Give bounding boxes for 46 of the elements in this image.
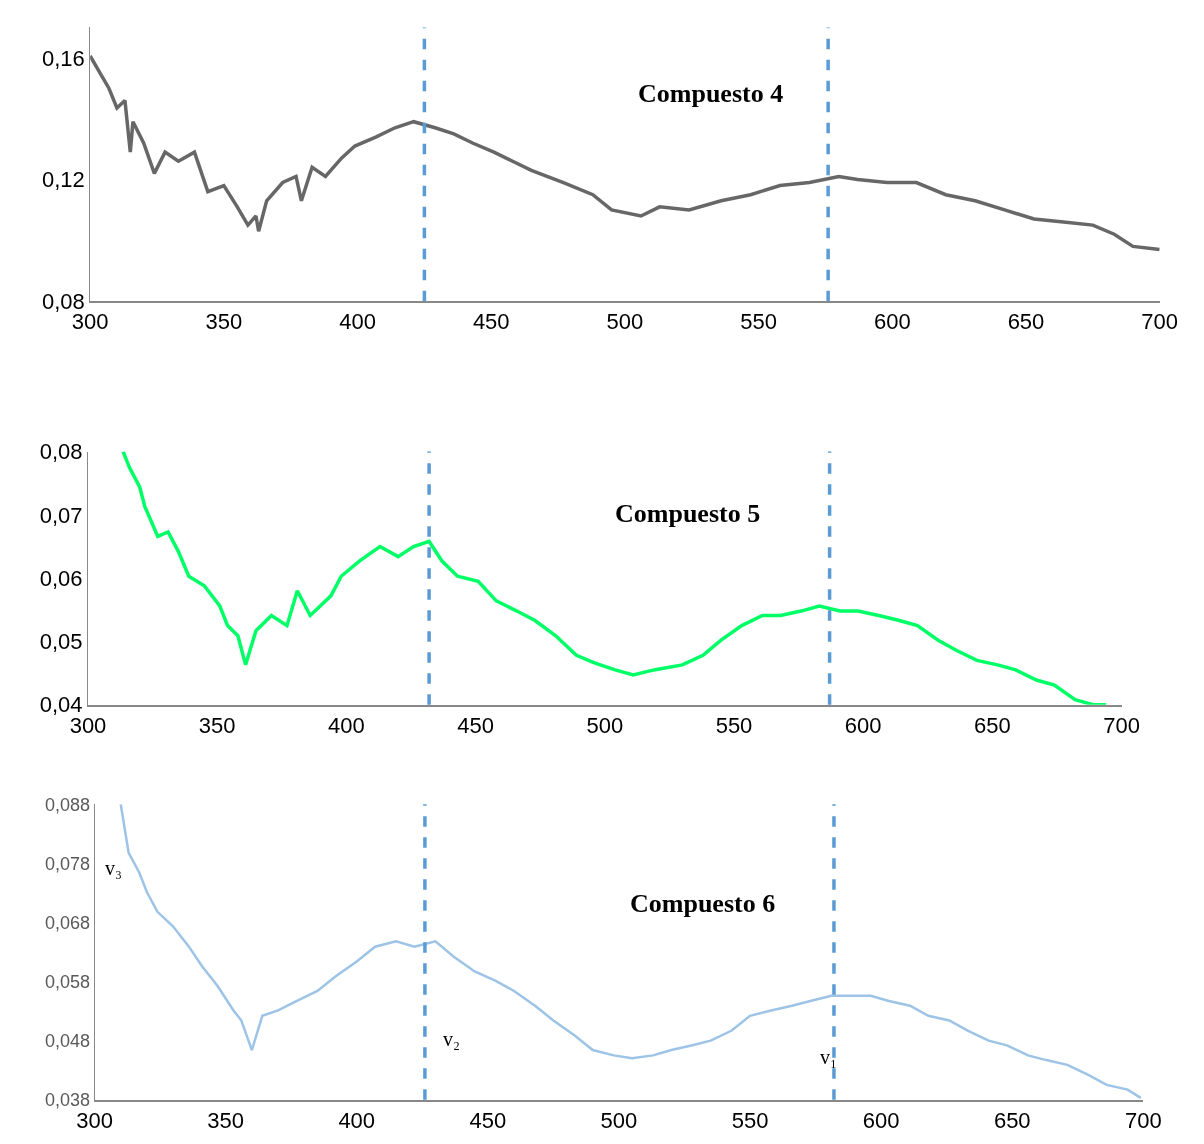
x-tick-label: 700: [1141, 309, 1179, 335]
y-tick-label: 0,058: [44, 971, 90, 992]
y-tick-label: 0,068: [44, 912, 90, 933]
annotation: v₃: [105, 857, 122, 879]
x-tick-label: 400: [328, 712, 365, 738]
x-tick-label: 450: [469, 1107, 507, 1133]
text: Compuesto 4: [638, 79, 784, 108]
annotation: v₂: [443, 1028, 460, 1050]
x-tick-label: 300: [76, 1107, 113, 1133]
x-tick-label: 500: [606, 309, 644, 335]
y-tick-label: 0,16: [41, 45, 85, 71]
y-tick-label: 0,12: [41, 167, 85, 193]
x-tick-label: 350: [198, 712, 236, 738]
x-tick-label: 450: [457, 712, 494, 738]
y-tick-label: 0,07: [39, 502, 83, 528]
text: Compuesto 6: [630, 889, 776, 918]
x-tick-label: 550: [715, 712, 753, 738]
line-series: [90, 54, 1160, 252]
y-tick-label: 0,088: [44, 794, 90, 815]
x-tick-label: 400: [338, 1107, 376, 1133]
x-tick-label: 700: [1125, 1107, 1162, 1133]
x-tick-label: 450: [472, 309, 510, 335]
annotation: v₁: [820, 1046, 837, 1068]
y-tick-label: 0,038: [44, 1089, 90, 1110]
y-tick-label: 0,048: [44, 1030, 90, 1051]
x-tick-label: 650: [974, 712, 1011, 738]
x-tick-label: 700: [1103, 712, 1140, 738]
x-tick-label: 600: [873, 309, 911, 335]
x-tick-label: 650: [993, 1107, 1031, 1133]
x-tick-label: 500: [600, 1107, 638, 1133]
x-tick-label: 550: [740, 309, 777, 335]
y-tick-label: 0,06: [39, 565, 83, 591]
x-tick-label: 500: [586, 712, 624, 738]
x-tick-label: 650: [1007, 309, 1045, 335]
x-tick-label: 600: [844, 712, 882, 738]
x-tick-label: 550: [731, 1107, 769, 1133]
x-tick-label: 350: [207, 1107, 244, 1133]
x-tick-label: 350: [205, 309, 243, 335]
text: Compuesto 5: [615, 499, 761, 528]
x-tick-label: 400: [339, 309, 376, 335]
y-tick-label: 0,078: [44, 853, 90, 874]
y-tick-label: 0,08: [39, 439, 83, 465]
x-tick-label: 600: [862, 1107, 900, 1133]
y-tick-label: 0,05: [39, 629, 83, 655]
line-series: [119, 804, 1142, 1100]
line-series: [121, 451, 1108, 705]
